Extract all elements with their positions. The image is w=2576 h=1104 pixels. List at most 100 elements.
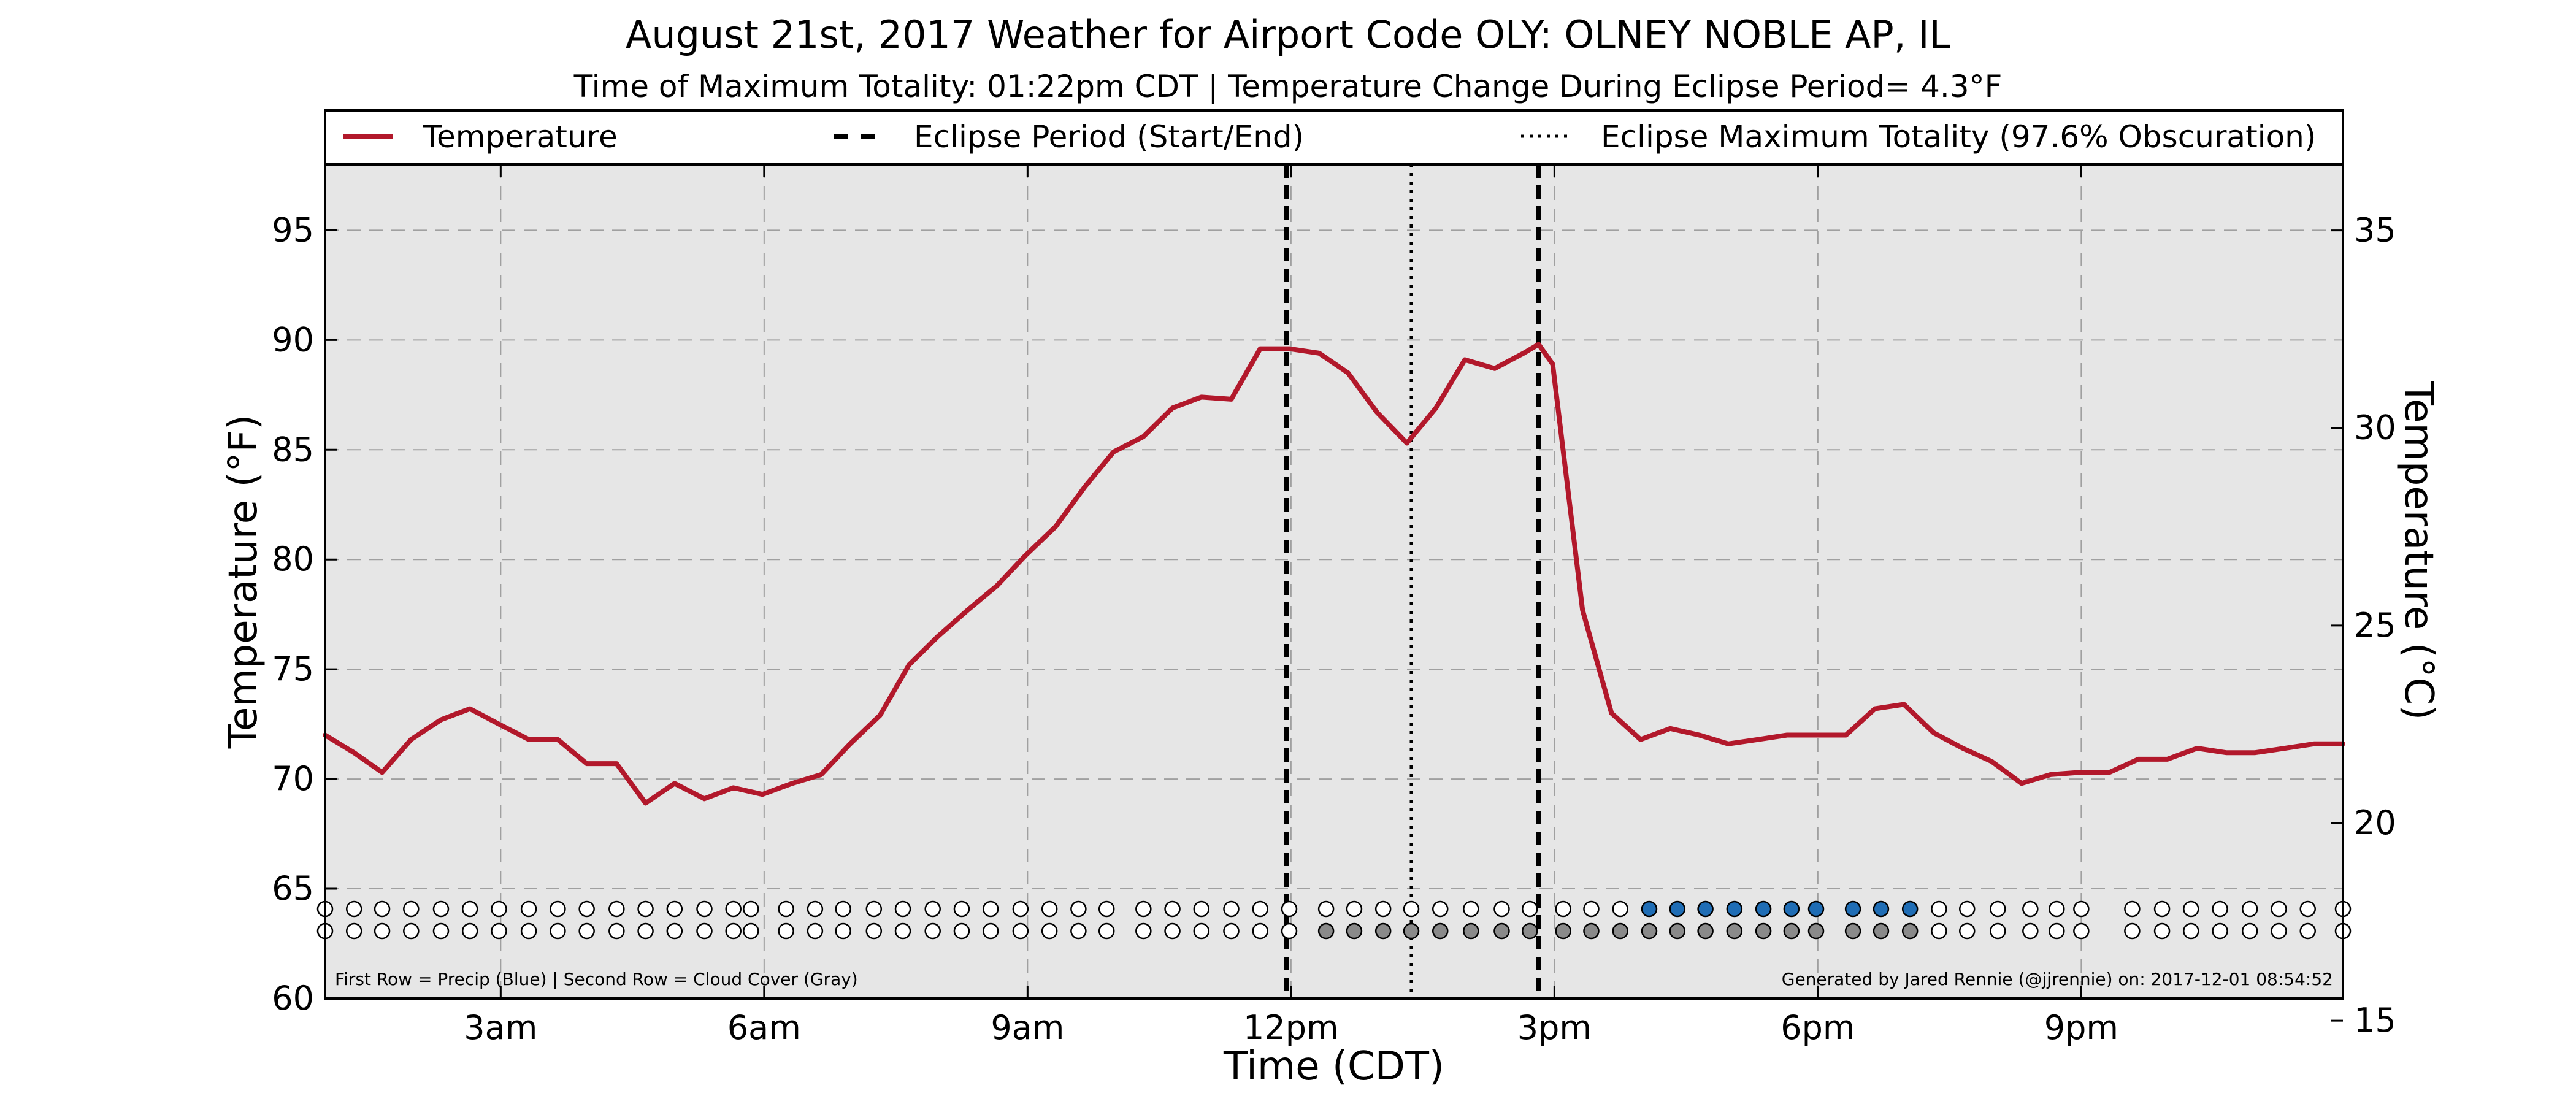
precip-marker: [666, 900, 683, 918]
y-right-tick-label: 20: [2354, 803, 2396, 842]
precip-marker: [1583, 900, 1600, 918]
cloud-marker: [1807, 922, 1825, 940]
cloud-marker: [1522, 922, 1538, 940]
cloud-marker: [1403, 922, 1420, 940]
cloud-marker: [520, 922, 537, 940]
cloud-marker: [550, 922, 566, 940]
precip-marker: [1641, 900, 1658, 918]
footnote-left: First Row = Precip (Blue) | Second Row =…: [335, 969, 858, 989]
legend-temperature: Temperature: [343, 119, 618, 155]
precip-marker: [807, 900, 824, 918]
eclipse-lines: [1284, 164, 1541, 999]
cloud-marker: [1135, 922, 1152, 940]
legend-eclipse-period: Eclipse Period (Start/End): [834, 119, 1304, 155]
precip-marker: [1135, 900, 1152, 918]
legend-eclipse-max-label: Eclipse Maximum Totality (97.6% Obscurat…: [1601, 119, 2316, 155]
precip-marker: [1463, 900, 1479, 918]
x-tick-label: 12pm: [1243, 1008, 1339, 1047]
cloud-marker: [2271, 922, 2287, 940]
precip-marker: [743, 900, 759, 918]
cloud-marker: [1612, 922, 1628, 940]
precip-marker: [1990, 900, 2006, 918]
y-tick-label: 70: [272, 759, 314, 798]
precip-marker: [2153, 900, 2171, 918]
precip-marker: [1873, 900, 1890, 918]
precip-marker: [578, 900, 595, 918]
y-tick-label: 75: [272, 650, 314, 688]
y-tick-label: 60: [272, 979, 314, 1018]
cloud-marker: [1990, 922, 2006, 940]
precip-marker: [1223, 900, 1240, 918]
precip-marker: [432, 900, 450, 918]
cloud-marker: [2022, 922, 2039, 940]
precip-marker: [520, 900, 537, 918]
cloud-marker: [1070, 922, 1087, 940]
cloud-marker: [1252, 922, 1268, 940]
y-tick-label: 80: [272, 540, 314, 578]
y-right-tick-label: 15: [2354, 1001, 2396, 1040]
precip-marker: [725, 900, 742, 918]
cloud-marker: [432, 922, 450, 940]
plot-area: [325, 164, 2343, 999]
footnote-right: Generated by Jared Rennie (@jjrennie) on…: [1782, 969, 2333, 989]
x-tick-label: 6pm: [1781, 1008, 1855, 1047]
x-axis-label: Time (CDT): [1223, 1044, 1444, 1089]
cloud-marker: [491, 922, 507, 940]
x-tick-label: 3pm: [1517, 1008, 1592, 1047]
precip-marker: [1281, 900, 1298, 918]
precip-marker: [1374, 900, 1392, 918]
precip-marker: [1070, 900, 1087, 918]
grid-lines: [325, 164, 2343, 999]
precip-marker: [1493, 900, 1510, 918]
precip-marker: [1012, 900, 1029, 918]
precip-marker: [1098, 900, 1115, 918]
precip-marker: [1317, 900, 1335, 918]
precip-marker: [345, 900, 362, 918]
precip-marker: [1193, 900, 1210, 918]
cloud-marker: [666, 922, 683, 940]
precip-marker: [1612, 900, 1628, 918]
cloud-marker: [1493, 922, 1510, 940]
cloud-marker: [637, 922, 654, 940]
precip-marker: [1755, 900, 1772, 918]
cloud-marker: [1346, 922, 1363, 940]
x-tick-label: 9pm: [2044, 1008, 2118, 1047]
cloud-marker: [1583, 922, 1600, 940]
y-axis-label-left: Temperature (°F): [221, 415, 266, 749]
precip-marker: [2271, 900, 2287, 918]
cloud-marker: [807, 922, 824, 940]
y-right-tick-label: 25: [2354, 606, 2396, 645]
cloud-marker: [953, 922, 970, 940]
precip-marker: [2212, 900, 2228, 918]
cloud-marker: [403, 922, 420, 940]
cloud-marker: [2073, 922, 2090, 940]
cloud-marker: [1164, 922, 1181, 940]
cloud-marker: [1463, 922, 1479, 940]
cloud-marker: [2124, 922, 2141, 940]
precip-marker: [1807, 900, 1825, 918]
cloud-marker: [461, 922, 478, 940]
cloud-marker: [1726, 922, 1743, 940]
cloud-marker: [1041, 922, 1058, 940]
cloud-marker: [1012, 922, 1029, 940]
y-tick-label: 90: [272, 320, 314, 359]
precip-marker: [1346, 900, 1363, 918]
cloud-marker: [1641, 922, 1658, 940]
cloud-marker: [2049, 922, 2065, 940]
cloud-marker: [1901, 922, 1919, 940]
precip-marker: [1522, 900, 1538, 918]
cloud-marker: [725, 922, 742, 940]
cloud-marker: [1697, 922, 1714, 940]
precip-marker: [1403, 900, 1420, 918]
precip-marker: [1783, 900, 1800, 918]
legend-box: [324, 109, 2344, 166]
cloud-marker: [924, 922, 941, 940]
cloud-marker: [2153, 922, 2171, 940]
y-axis-label-right: Temperature (°C): [2396, 381, 2441, 720]
precip-marker: [1844, 900, 1861, 918]
cloud-marker: [696, 922, 713, 940]
precip-marker: [550, 900, 566, 918]
cloud-marker: [1783, 922, 1800, 940]
chart-subtitle: Time of Maximum Totality: 01:22pm CDT | …: [573, 69, 2003, 104]
y-axis-ticks-left: 60 65 70 75 80 85 90 95: [272, 210, 337, 1018]
